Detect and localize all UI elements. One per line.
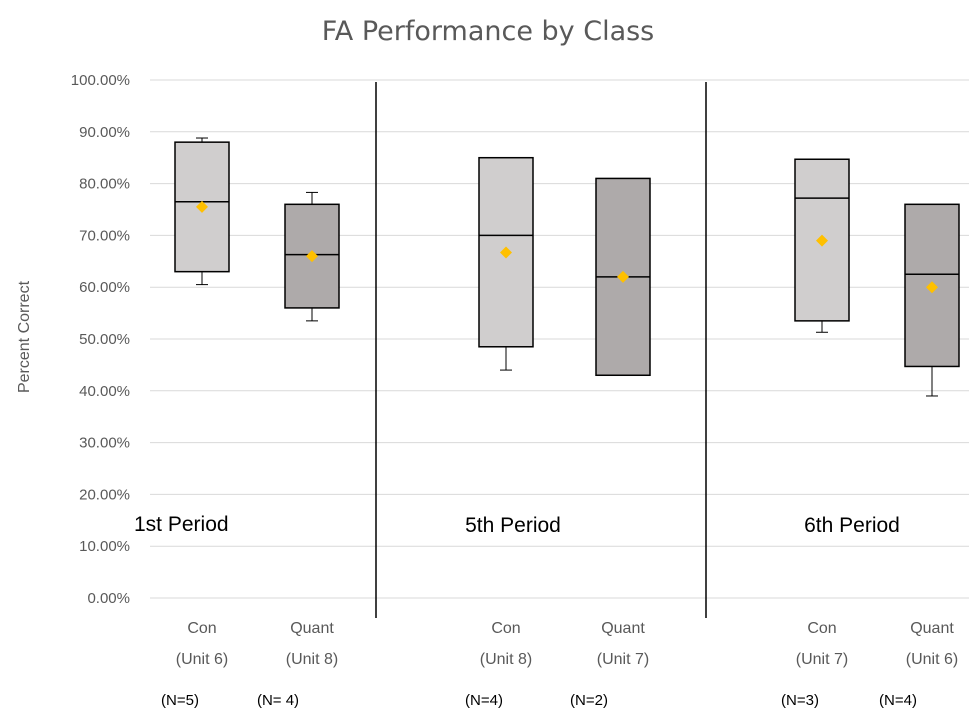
- y-axis-label: Percent Correct: [16, 280, 33, 393]
- category-label: Con: [187, 620, 216, 637]
- y-tick-label: 80.00%: [79, 176, 130, 193]
- sample-size-label: (N= 4): [257, 692, 299, 709]
- sample-size-label: (N=4): [879, 692, 917, 709]
- category-label: Quant: [910, 620, 954, 637]
- category-label: (Unit 7): [796, 651, 848, 668]
- y-tick-label: 50.00%: [79, 331, 130, 348]
- y-tick-label: 30.00%: [79, 435, 130, 452]
- mean-marker: [196, 200, 208, 213]
- y-tick-label: 0.00%: [87, 590, 130, 607]
- mean-marker: [926, 281, 938, 294]
- box: [478, 156, 534, 348]
- category-label: Quant: [601, 620, 645, 637]
- category-label: Con: [807, 620, 836, 637]
- mean-marker: [500, 246, 512, 259]
- category-label: (Unit 8): [480, 651, 532, 668]
- sample-size-label: (N=2): [570, 692, 608, 709]
- y-tick-label: 70.00%: [79, 227, 130, 244]
- plot-area: 0.00% 10.00% 20.00% 30.00% 40.00% 50.00% 60.00…: [71, 72, 969, 709]
- sample-size-label: (N=4): [465, 692, 503, 709]
- sample-size-label: (N=5): [161, 692, 199, 709]
- category-label: (Unit 6): [176, 651, 228, 668]
- category-label: (Unit 7): [597, 651, 649, 668]
- group-label: 5th Period: [465, 514, 561, 537]
- category-label: (Unit 8): [286, 651, 338, 668]
- category-label: (Unit 6): [906, 651, 958, 668]
- category-label: Con: [491, 620, 520, 637]
- y-tick-label: 60.00%: [79, 279, 130, 296]
- mean-marker: [617, 270, 629, 283]
- sample-size-label: (N=3): [781, 692, 819, 709]
- y-tick-label: 100.00%: [71, 72, 130, 89]
- group-label: 6th Period: [804, 514, 900, 537]
- y-tick-label: 20.00%: [79, 486, 130, 503]
- y-tick-label: 10.00%: [79, 538, 130, 555]
- mean-marker: [816, 234, 828, 247]
- y-tick-label: 40.00%: [79, 383, 130, 400]
- group-label: 1st Period: [134, 513, 229, 536]
- category-label: Quant: [290, 620, 334, 637]
- mean-marker: [306, 250, 318, 263]
- y-tick-label: 90.00%: [79, 124, 130, 141]
- chart-title: FA Performance by Class: [322, 16, 655, 47]
